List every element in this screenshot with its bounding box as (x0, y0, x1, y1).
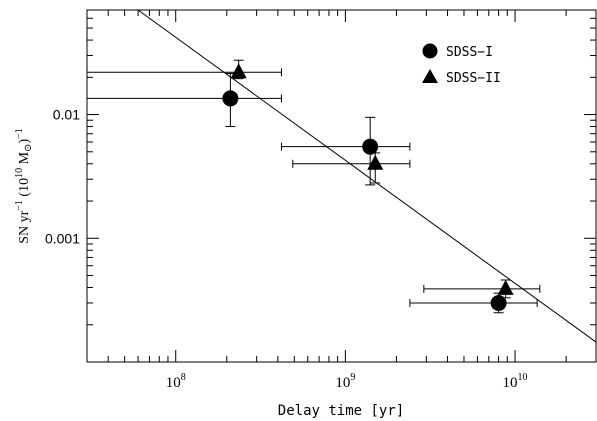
y-label-unit: M (17, 151, 32, 168)
x-tick-label-exp: 8 (181, 372, 186, 383)
y-tick-label: 0.01 (53, 107, 80, 123)
plot-frame (86, 9, 597, 363)
x-axis-label: Delay time [yr] (278, 403, 404, 419)
y-label-exp3: −1 (14, 128, 25, 139)
x-tick-label-exp: 10 (518, 372, 528, 383)
legend-triangle-marker (422, 69, 438, 83)
y-label-mid: (10 (17, 178, 32, 200)
x-tick-label: 109 (335, 372, 355, 391)
y-label-base: SN yr (17, 210, 32, 243)
x-tick-label-exp: 9 (350, 372, 355, 383)
data-markers (222, 63, 514, 311)
y-label-sun-sub: ⊙ (23, 144, 34, 152)
error-bars (87, 59, 541, 314)
legend-label-sdss2: SDSS−II (446, 71, 501, 86)
y-label-close: ) (17, 139, 32, 144)
data-point-triangle (367, 154, 384, 170)
data-point-circle (362, 138, 379, 155)
x-tick-label: 108 (166, 372, 186, 391)
x-tick-labels: 108 109 1010 (166, 372, 528, 391)
y-tick-label: 0.001 (45, 230, 80, 246)
x-tick-label-base: 10 (503, 375, 518, 391)
y-axis-label: SN yr−1 (1010 M⊙)−1 (14, 128, 34, 244)
legend-circle-marker (422, 43, 438, 59)
x-tick-label: 1010 (503, 372, 528, 391)
x-tick-label-base: 10 (166, 375, 181, 391)
data-point-circle (222, 90, 239, 107)
x-tick-label-base: 10 (335, 375, 350, 391)
legend-label-sdss1: SDSS−I (446, 45, 493, 60)
data-point-triangle (497, 279, 514, 295)
data-point-triangle (230, 63, 247, 79)
y-tick-labels: 0.01 0.001 (45, 107, 80, 247)
legend: SDSS−I SDSS−II (422, 43, 501, 86)
fit-line (137, 9, 597, 343)
data-point-circle (490, 294, 507, 311)
y-label-exp2: 10 (14, 168, 25, 178)
y-label-exp1: −1 (14, 200, 25, 211)
axis-ticks (86, 9, 597, 363)
